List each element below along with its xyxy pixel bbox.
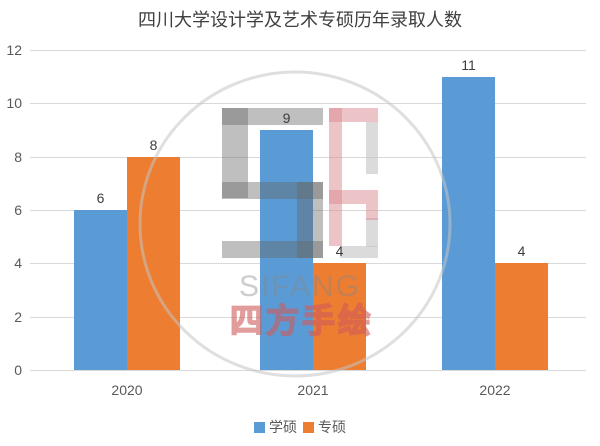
y-tick-label: 12 [6,42,22,58]
legend-item: 专硕 [303,417,346,437]
bar [260,130,313,370]
y-tick-label: 10 [6,95,22,111]
gridline [30,370,586,371]
y-tick-label: 8 [14,149,22,165]
y-tick-label: 0 [14,362,22,378]
gridline [30,103,586,104]
y-tick-label: 4 [14,255,22,271]
legend: 学硕 专硕 [0,417,600,437]
x-tick-label: 2020 [111,382,143,398]
x-tick-label: 2021 [297,382,329,398]
legend-label: 专硕 [318,419,346,435]
legend-swatch [254,421,265,433]
gridline [30,50,586,51]
y-tick-label: 2 [14,309,22,325]
bar [495,263,548,370]
bar [442,77,495,370]
chart-title: 四川大学设计学及艺术专硕历年录取人数 [138,10,462,30]
legend-item: 学硕 [254,417,297,437]
legend-swatch [303,421,314,433]
bar [313,263,366,370]
legend-label: 学硕 [269,419,297,435]
bar [127,157,180,370]
y-tick-label: 6 [14,202,22,218]
bar [74,210,127,370]
x-tick-label: 2022 [479,382,511,398]
